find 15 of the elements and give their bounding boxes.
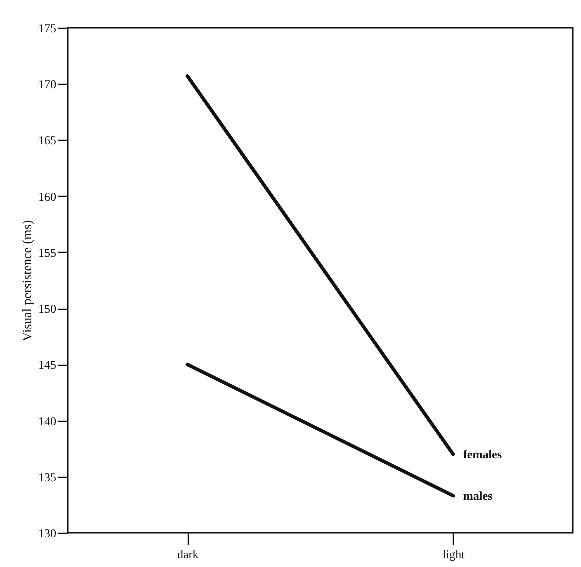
y-tick-label: 175: [38, 22, 56, 36]
y-tick-label: 160: [38, 190, 56, 204]
y-tick-label: 145: [38, 358, 56, 372]
y-tick-label: 150: [38, 302, 56, 316]
y-tick-label: 140: [38, 414, 56, 428]
y-tick-label: 170: [38, 78, 56, 92]
y-tick-label: 130: [38, 526, 56, 540]
series-label: males: [463, 488, 494, 503]
x-tick-label: dark: [177, 548, 199, 562]
x-tick-label: light: [442, 548, 466, 562]
y-tick-label: 165: [38, 134, 56, 148]
y-tick-label: 155: [38, 246, 56, 260]
y-tick-label: 135: [38, 470, 56, 484]
y-axis-title: Visual persistence (ms): [20, 220, 34, 342]
series-label: females: [463, 447, 502, 462]
